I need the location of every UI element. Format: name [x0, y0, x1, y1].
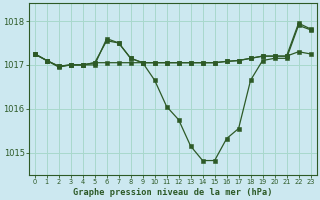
X-axis label: Graphe pression niveau de la mer (hPa): Graphe pression niveau de la mer (hPa): [73, 188, 272, 197]
